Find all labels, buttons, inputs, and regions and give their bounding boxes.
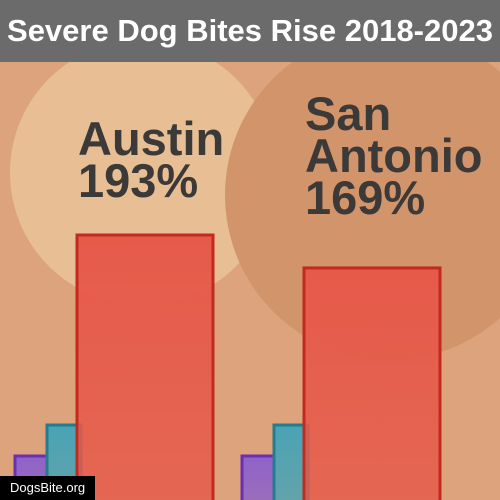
- austin-label: Austin 193%: [78, 112, 225, 207]
- san-antonio-percent: 169%: [305, 171, 426, 224]
- bar-san-antonio-series-1: [240, 454, 276, 500]
- san-antonio-name-line2: Antonio: [305, 129, 483, 182]
- chart-title: Severe Dog Bites Rise 2018-2023: [7, 13, 493, 48]
- bar-austin-series-3: [75, 233, 215, 500]
- title-bar: Severe Dog Bites Rise 2018-2023: [0, 0, 500, 62]
- bar-san-antonio-series-3: [302, 266, 442, 500]
- source-credit: DogsBite.org: [0, 476, 96, 500]
- austin-name: Austin: [78, 112, 225, 165]
- san-antonio-label: San Antonio 169%: [305, 87, 483, 224]
- san-antonio-name-line1: San: [305, 87, 392, 140]
- austin-percent: 193%: [78, 154, 199, 207]
